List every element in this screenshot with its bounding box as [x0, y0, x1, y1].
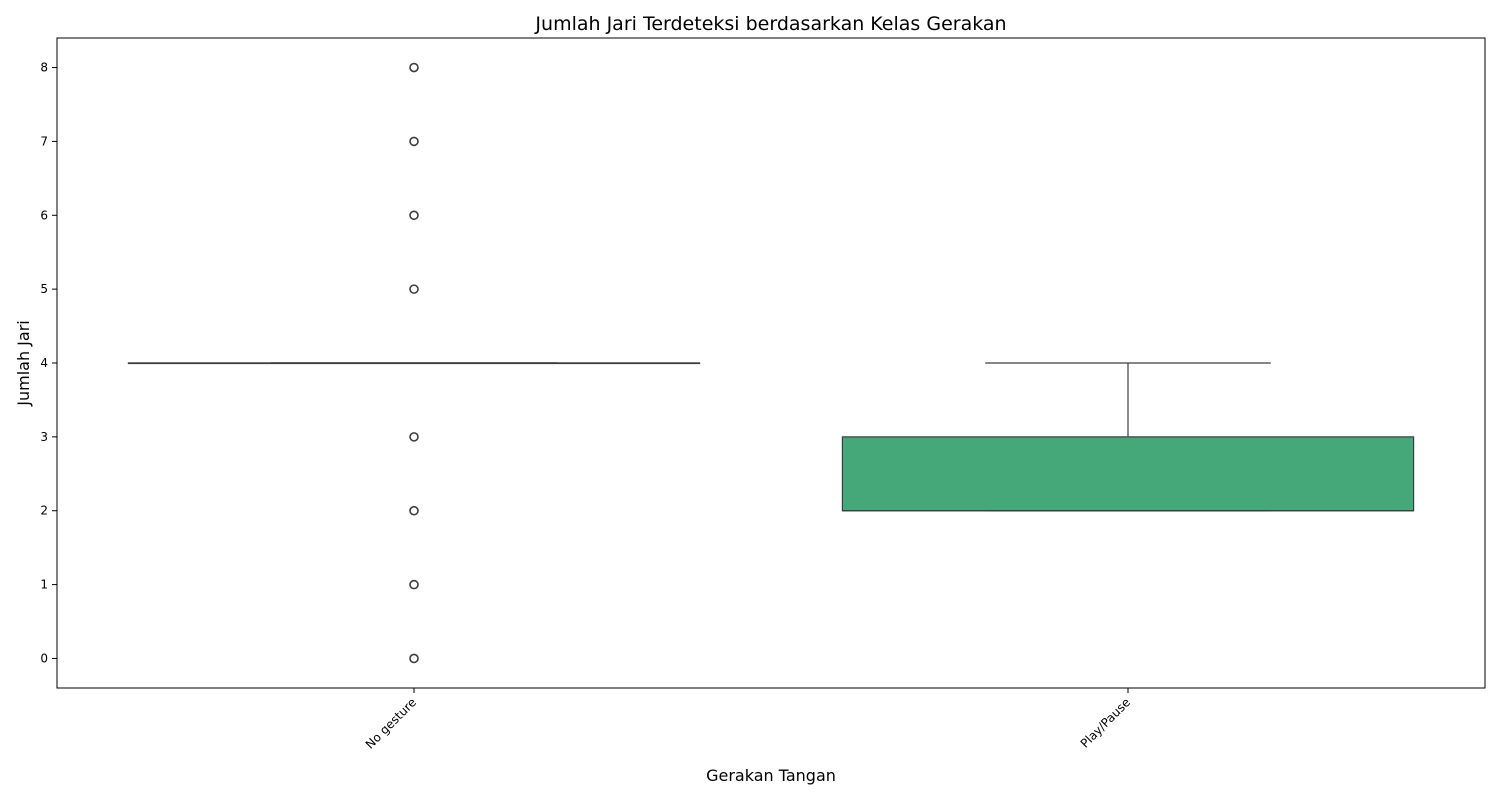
x-tick-label: Play/Pause: [1078, 695, 1133, 750]
y-tick-label: 0: [40, 651, 48, 665]
y-axis-label: Jumlah Jari: [14, 320, 33, 406]
y-tick-label: 3: [40, 430, 48, 444]
outlier-point: [409, 284, 419, 294]
y-tick-label: 1: [40, 578, 48, 592]
x-axis-label: Gerakan Tangan: [706, 766, 836, 785]
outlier-point: [409, 505, 419, 516]
chart-title: Jumlah Jari Terdeteksi berdasarkan Kelas…: [534, 13, 1006, 35]
outlier-point: [409, 653, 419, 664]
y-tick-label: 5: [40, 282, 48, 296]
y-tick-label: 7: [40, 134, 48, 148]
y-tick-label: 2: [40, 504, 48, 518]
y-tick-label: 4: [40, 356, 48, 370]
box-body: [841, 436, 1415, 512]
x-axis-ticks: No gesture Play/Pause: [363, 688, 1133, 752]
y-tick-label: 6: [40, 208, 48, 222]
outlier-point: [409, 432, 419, 442]
box-group: [127, 62, 701, 664]
x-tick-label: No gesture: [363, 695, 419, 751]
y-axis-ticks: 0 1 2 3 4 5 6 7 8: [40, 61, 57, 665]
y-tick-label: 8: [40, 61, 48, 75]
outlier-point: [409, 579, 419, 590]
outlier-point: [409, 136, 419, 147]
outlier-point: [409, 210, 419, 221]
box-group: [841, 362, 1415, 512]
outlier-point: [409, 62, 419, 73]
plot-layer: [127, 62, 1415, 664]
